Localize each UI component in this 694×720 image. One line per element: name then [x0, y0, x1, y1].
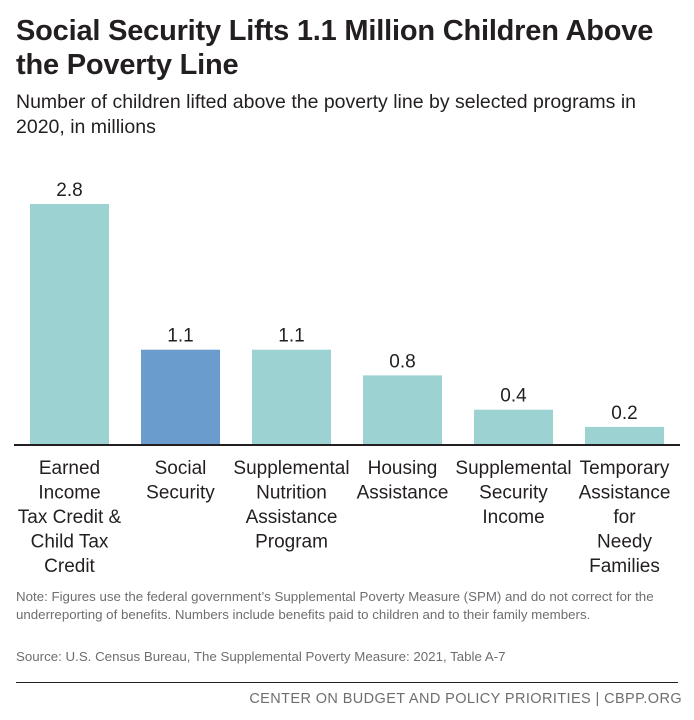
category-label-5: Temporary Assistance for Needy Families [579, 458, 671, 577]
bar-chart: 2.8 Earned Income Tax Credit & Child Tax Cred… [14, 180, 680, 577]
chart-note: Note: Figures use the federal government… [16, 589, 654, 622]
value-label-1: 1.1 [167, 326, 193, 347]
category-label-3: Housing Assistance [357, 458, 449, 504]
value-label-5: 0.2 [611, 403, 637, 424]
chart-source: Source: U.S. Census Bureau, The Suppleme… [16, 649, 506, 664]
bar-4 [474, 409, 553, 444]
footer-credit: CENTER ON BUDGET AND POLICY PRIORITIES |… [249, 691, 682, 707]
chart-title: Social Security Lifts 1.1 Million Childr… [16, 15, 654, 81]
value-label-0: 2.8 [56, 180, 82, 201]
bar-1 [141, 349, 220, 444]
bar-3 [363, 375, 442, 444]
category-label-0: Earned Income Tax Credit & Child Tax Credit [18, 458, 122, 577]
bar-0 [30, 204, 109, 444]
value-label-3: 0.8 [389, 351, 415, 372]
bar-5 [585, 426, 664, 444]
bar-2 [252, 349, 331, 444]
category-label-4: Supplemental Security Income [455, 458, 571, 528]
chart-subtitle: Number of children lifted above the pove… [16, 91, 636, 138]
footer-divider [16, 682, 678, 683]
category-label-1: Social Security [146, 458, 215, 504]
category-label-2: Supplemental Nutrition Assistance Program [233, 458, 349, 553]
value-label-2: 1.1 [278, 326, 304, 347]
value-label-4: 0.4 [500, 386, 527, 407]
